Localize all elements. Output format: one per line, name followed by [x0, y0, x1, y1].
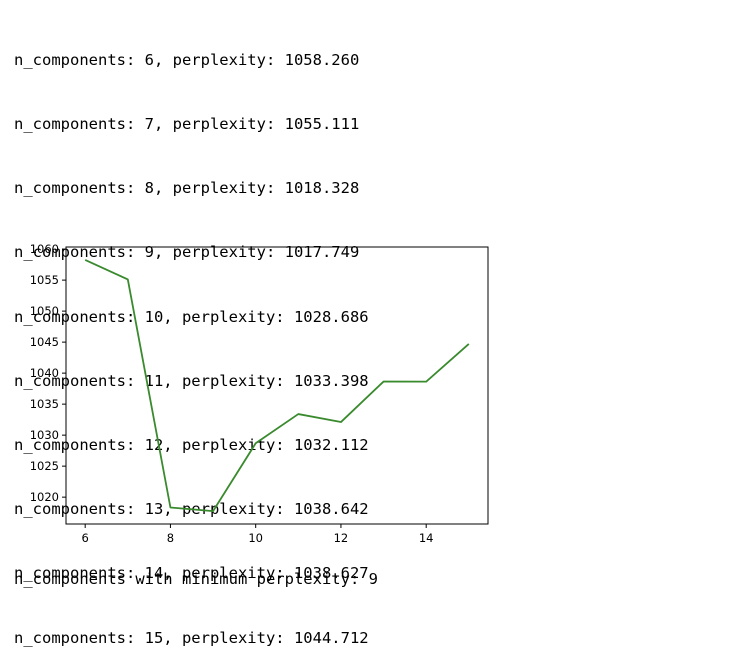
x-tick-label: 12	[334, 531, 349, 545]
x-tick-label: 6	[82, 531, 89, 545]
y-tick-label: 1025	[30, 459, 59, 473]
log-line: n_components: 7, perplexity: 1055.111	[14, 115, 360, 134]
y-tick-label: 1050	[30, 304, 59, 318]
y-tick-label: 1030	[30, 428, 59, 442]
perplexity-line-chart: 6 8 10 12 14 1020 1025 1030 1035 1040 1045 1050 1055…	[30, 242, 489, 545]
log-line: n_components: 10, perplexity: 1028.686	[14, 307, 369, 326]
log-line: n_components: 6, perplexity: 1058.260	[14, 50, 360, 69]
x-tick-label: 10	[248, 531, 263, 545]
log-line: n_components: 9, perplexity: 1017.749	[14, 243, 360, 262]
y-tick-label: 1040	[30, 366, 59, 380]
log-line: n_components: 8, perplexity: 1018.328	[14, 179, 360, 198]
plot-frame	[65, 246, 489, 525]
summary-line: n_components with minimum perplexity: 9	[14, 570, 378, 588]
x-tick-label: 14	[419, 531, 434, 545]
log-line: n_components: 13, perplexity: 1038.642	[14, 500, 369, 519]
series-line	[84, 259, 470, 513]
y-tick-label: 1045	[30, 335, 59, 349]
y-tick-label: 1020	[30, 490, 59, 504]
y-tick-label: 1055	[30, 273, 59, 287]
log-line: n_components: 12, perplexity: 1032.112	[14, 436, 369, 455]
x-tick-label: 8	[167, 531, 174, 545]
log-line: n_components: 14, perplexity: 1038.627	[14, 564, 369, 583]
y-tick-label: 1060	[30, 242, 59, 256]
y-tick-label: 1035	[30, 397, 59, 411]
log-line: n_components: 15, perplexity: 1044.712	[14, 628, 369, 647]
log-line: n_components: 11, perplexity: 1033.398	[14, 371, 369, 390]
